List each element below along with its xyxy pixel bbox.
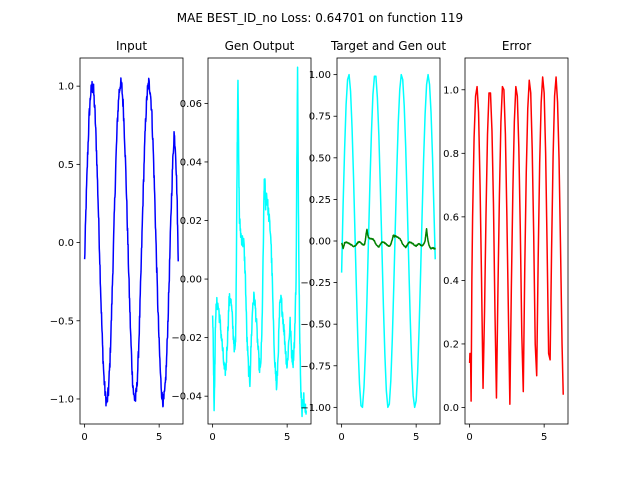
series-line-3-0 — [468, 76, 564, 406]
x-tick-label: 0 — [81, 432, 87, 443]
axes-frame — [79, 57, 184, 425]
subplot-1: Gen Output 0 5 −0.04 −0.02 0.00 0.02 0.04 0.06 — [171, 39, 312, 443]
x-tick-label: 5 — [284, 432, 290, 443]
y-tick-label: 0.02 — [180, 216, 202, 227]
y-tick-label: 0.0 — [58, 238, 74, 249]
subplot-title: Error — [502, 39, 531, 53]
y-tick-label: 0.2 — [443, 339, 459, 350]
y-tick-label: 1.0 — [58, 82, 74, 93]
y-tick-label: 1.0 — [443, 85, 459, 96]
x-tick-label: 5 — [541, 432, 547, 443]
y-tick-label: 0.8 — [443, 149, 459, 160]
chart-title: MAE BEST_ID_no Loss: 0.64701 on function… — [177, 11, 463, 25]
axes-frame — [464, 57, 569, 425]
y-tick-label: 0.0 — [443, 403, 459, 414]
y-tick-label: 1.00 — [309, 70, 331, 81]
subplot-title: Input — [116, 39, 147, 53]
subplot-title: Target and Gen out — [330, 39, 446, 53]
x-tick-label: 5 — [156, 432, 162, 443]
series-line-2-0 — [340, 73, 436, 409]
y-tick-label: 0.25 — [309, 195, 331, 206]
subplot-0: Input 0 5 −1.0 −0.5 0.0 0.5 1.0 — [50, 39, 184, 443]
y-tick-label: −1.0 — [50, 394, 74, 405]
y-tick-label: −0.5 — [50, 316, 74, 327]
y-tick-label: −1.00 — [300, 403, 331, 414]
y-tick-label: 0.04 — [180, 157, 202, 168]
y-tick-label: 0.00 — [309, 237, 331, 248]
y-tick-label: −0.02 — [171, 333, 202, 344]
y-tick-label: −0.75 — [300, 361, 331, 372]
series-line-2-1 — [341, 228, 436, 250]
x-tick-label: 0 — [209, 432, 215, 443]
y-tick-label: −0.04 — [171, 392, 202, 403]
series-line-0-0 — [83, 77, 179, 408]
x-tick-label: 0 — [338, 432, 344, 443]
y-tick-label: 0.00 — [180, 275, 202, 286]
y-tick-label: −0.50 — [300, 320, 331, 331]
x-tick-label: 5 — [413, 432, 419, 443]
subplot-2: Target and Gen out 0 5 −1.00 −0.75 −0.50 −0.25… — [300, 39, 446, 443]
y-tick-label: 0.6 — [443, 212, 459, 223]
y-tick-label: 0.06 — [180, 99, 202, 110]
y-tick-label: 0.75 — [309, 112, 331, 123]
x-tick-label: 0 — [466, 432, 472, 443]
subplot-grid: Input 0 5 −1.0 −0.5 0.0 0.5 1.0 Gen Output 0 5 −0.0… — [50, 39, 569, 443]
axes-frame — [207, 57, 312, 425]
y-tick-label: 0.50 — [309, 153, 331, 164]
y-tick-label: 0.5 — [58, 160, 74, 171]
y-tick-label: −0.25 — [300, 278, 331, 289]
subplot-title: Gen Output — [225, 39, 295, 53]
series-line-1-0 — [211, 66, 307, 418]
y-tick-label: 0.4 — [443, 276, 459, 287]
subplot-3: Error 0 5 0.0 0.2 0.4 0.6 0.8 1.0 — [443, 39, 569, 443]
